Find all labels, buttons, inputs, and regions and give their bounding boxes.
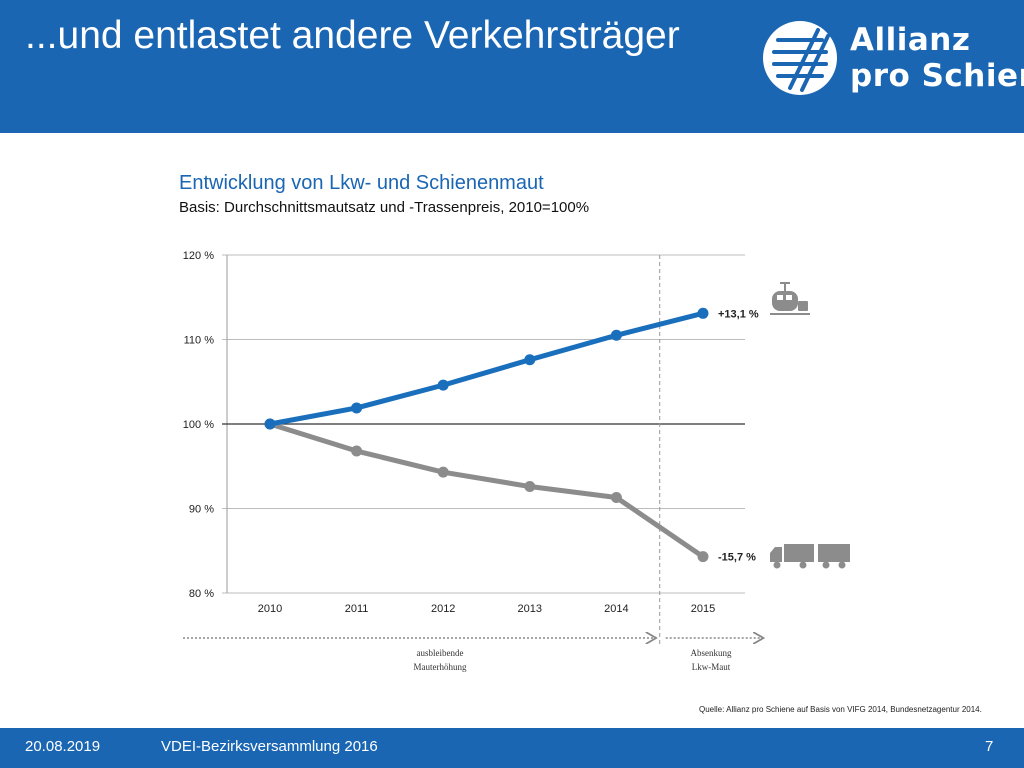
data-point	[437, 379, 449, 391]
chart-subtitle: Basis: Durchschnittsmautsatz und -Trasse…	[179, 199, 590, 216]
data-point	[697, 551, 709, 563]
x-tick-label: 2010	[258, 603, 282, 615]
annotation-line: Mauterhöhung	[414, 662, 467, 672]
footer-date: 20.08.2019	[25, 738, 101, 755]
end-value-label: -15,7 %	[718, 552, 756, 564]
y-tick-label: 120 %	[183, 250, 214, 262]
slide-title: ...und entlastet andere Verkehrsträger	[25, 14, 680, 57]
data-point	[524, 354, 536, 366]
line-chart: ausbleibende Mauterhöhung Absenkung Lkw-…	[183, 250, 850, 672]
data-point	[610, 329, 622, 341]
y-tick-label: 110 %	[184, 335, 215, 347]
annotation-line: Absenkung	[691, 648, 732, 658]
footer-bar: 20.08.2019 VDEI-Bezirksversammlung 2016 …	[0, 728, 1024, 768]
logo: Allianz pro Schiene	[760, 18, 1024, 98]
data-point	[437, 466, 449, 478]
chart-title: Entwicklung von Lkw- und Schienenmaut	[179, 172, 544, 194]
logo-text-line1: Allianz	[850, 22, 971, 58]
x-tick-label: 2012	[431, 603, 455, 615]
data-point	[351, 445, 363, 457]
end-value-label: +13,1 %	[718, 308, 759, 320]
x-tick-label: 2015	[691, 603, 715, 615]
allianz-pro-schiene-logo-icon	[763, 21, 837, 95]
x-tick-label: 2011	[345, 603, 369, 615]
header-bar: ...und entlastet andere Verkehrsträger A…	[0, 0, 1024, 133]
data-point	[697, 307, 709, 319]
annotation-ausbleibende-mauterhoehung: ausbleibende Mauterhöhung	[414, 648, 467, 672]
source-note: Quelle: Allianz pro Schiene auf Basis vo…	[699, 705, 982, 714]
annotation-line: Lkw-Maut	[692, 662, 731, 672]
data-point	[610, 492, 622, 504]
y-tick-label: 100 %	[183, 419, 214, 431]
annotation-line: ausbleibende	[417, 648, 464, 658]
annotation-absenkung-lkw-maut: Absenkung Lkw-Maut	[691, 648, 732, 672]
x-tick-label: 2014	[604, 603, 628, 615]
train-icon	[770, 282, 810, 315]
logo-text-line2: pro Schiene	[850, 58, 1024, 94]
series-line	[267, 310, 706, 427]
page-number: 7	[985, 738, 994, 755]
truck-icon	[770, 544, 850, 569]
x-tick-label: 2013	[518, 603, 542, 615]
footer-event: VDEI-Bezirksversammlung 2016	[161, 738, 378, 755]
series-line	[267, 421, 706, 560]
data-point	[524, 481, 536, 493]
y-tick-label: 80 %	[189, 588, 214, 600]
data-point	[351, 402, 363, 414]
data-point	[264, 418, 276, 430]
y-tick-label: 90 %	[189, 504, 214, 516]
